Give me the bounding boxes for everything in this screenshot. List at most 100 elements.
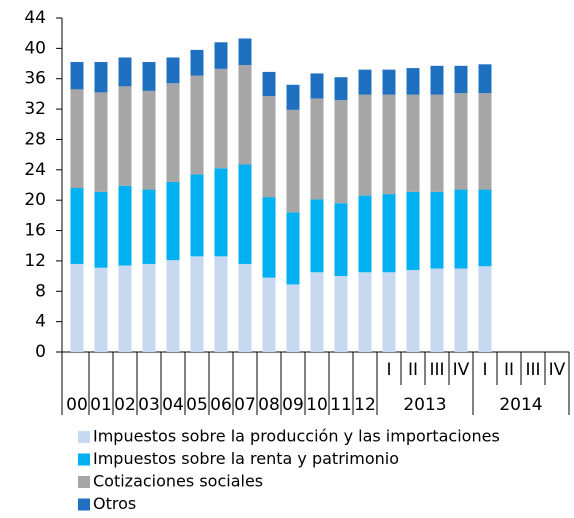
bar-segment	[238, 263, 252, 352]
bar-segment	[334, 77, 348, 100]
x-tick-label: 05	[186, 395, 208, 415]
bar-segment	[190, 256, 204, 352]
bar-segment	[310, 98, 324, 200]
bar-segment	[406, 94, 420, 192]
x-tick-label: IV	[549, 360, 566, 380]
bar-segment	[118, 265, 132, 352]
bar-segment	[94, 191, 108, 268]
bar-segment	[94, 267, 108, 352]
x-tick-label: 10	[306, 395, 328, 415]
bar-segment	[262, 96, 276, 198]
bar-segment	[358, 94, 372, 196]
bar-segment	[406, 191, 420, 271]
x-tick-label: 02	[114, 395, 136, 415]
bar-segment	[214, 168, 228, 257]
bar-segment	[286, 109, 300, 213]
x-tick-label: III	[525, 360, 540, 380]
bar-segment	[118, 57, 132, 87]
bar-segment	[478, 93, 492, 190]
bar-segment	[238, 38, 252, 66]
y-tick-label: 0	[35, 342, 46, 362]
y-tick-label: 20	[24, 190, 46, 210]
bar-segment	[478, 189, 492, 267]
x-tick-label: 11	[330, 395, 352, 415]
bar-segment	[190, 49, 204, 76]
bar-segment	[94, 92, 108, 192]
y-tick-label: 4	[35, 312, 46, 332]
y-tick-label: 40	[24, 38, 46, 58]
bar-segment	[310, 272, 324, 352]
bar-segment	[118, 86, 132, 186]
y-tick-label: 24	[24, 160, 46, 180]
x-tick-label: 12	[354, 395, 376, 415]
x-tick-label: II	[408, 360, 418, 380]
bar-segment	[214, 68, 228, 169]
bar-segment	[406, 270, 420, 352]
bar-segment	[142, 90, 156, 190]
bar-segment	[286, 212, 300, 285]
bar-segment	[262, 277, 276, 352]
bar-segment	[334, 99, 348, 204]
bar-segment	[430, 94, 444, 192]
bar-segment	[142, 189, 156, 264]
bar-segment	[70, 188, 84, 264]
group-label: 2014	[499, 395, 542, 415]
y-tick-label: 28	[24, 129, 46, 149]
x-tick-label: I	[386, 360, 391, 380]
legend-label: Impuestos sobre la renta y patrimonio	[93, 449, 399, 468]
bar-segment	[214, 256, 228, 352]
bar-segment	[478, 266, 492, 352]
y-tick-label: 8	[35, 281, 46, 301]
bar-segment	[334, 276, 348, 352]
bar-segment	[382, 69, 396, 95]
bar-segment	[286, 84, 300, 110]
y-tick-label: 16	[24, 221, 46, 241]
x-tick-label: 00	[66, 395, 88, 415]
legend-label: Cotizaciones sociales	[93, 472, 263, 491]
x-tick-label: IV	[453, 360, 470, 380]
y-tick-label: 32	[24, 99, 46, 119]
bar-segment	[382, 94, 396, 195]
bar-segment	[382, 272, 396, 352]
bar-segment	[358, 272, 372, 352]
bar-segment	[70, 263, 84, 352]
bar-segment	[94, 62, 108, 93]
y-tick-label: 44	[24, 8, 46, 28]
bar-segment	[358, 195, 372, 273]
bar-segment	[454, 65, 468, 94]
bar-segment	[310, 199, 324, 273]
bar-segment	[190, 75, 204, 175]
bar-segment	[70, 62, 84, 90]
bar-segment	[358, 69, 372, 95]
group-label: 2013	[403, 395, 446, 415]
bar-segment	[382, 194, 396, 273]
x-tick-label: III	[429, 360, 444, 380]
legend-swatch	[78, 498, 90, 511]
bar-segment	[70, 89, 84, 189]
bar-segment	[142, 263, 156, 352]
bar-segment	[430, 65, 444, 95]
y-tick-label: 36	[24, 69, 46, 89]
bar-segment	[166, 260, 180, 352]
bar-segment	[334, 203, 348, 277]
bar-segment	[262, 71, 276, 97]
legend-label: Impuestos sobre la producción y las impo…	[93, 427, 500, 446]
bar-segment	[406, 68, 420, 95]
bar-segment	[166, 181, 180, 261]
bar-segment	[310, 73, 324, 99]
x-tick-label: II	[504, 360, 514, 380]
x-tick-label: 07	[234, 395, 256, 415]
x-tick-label: 09	[282, 395, 304, 415]
bar-segment	[142, 62, 156, 91]
x-tick-label: 06	[210, 395, 232, 415]
bar-segment	[214, 42, 228, 69]
x-tick-label: 04	[162, 395, 184, 415]
bar-segment	[262, 197, 276, 278]
bar-segment	[454, 268, 468, 352]
x-tick-label: I	[482, 360, 487, 380]
bar-segment	[478, 64, 492, 94]
bar-segment	[166, 57, 180, 84]
bar-segment	[166, 83, 180, 182]
x-tick-label: 01	[90, 395, 112, 415]
